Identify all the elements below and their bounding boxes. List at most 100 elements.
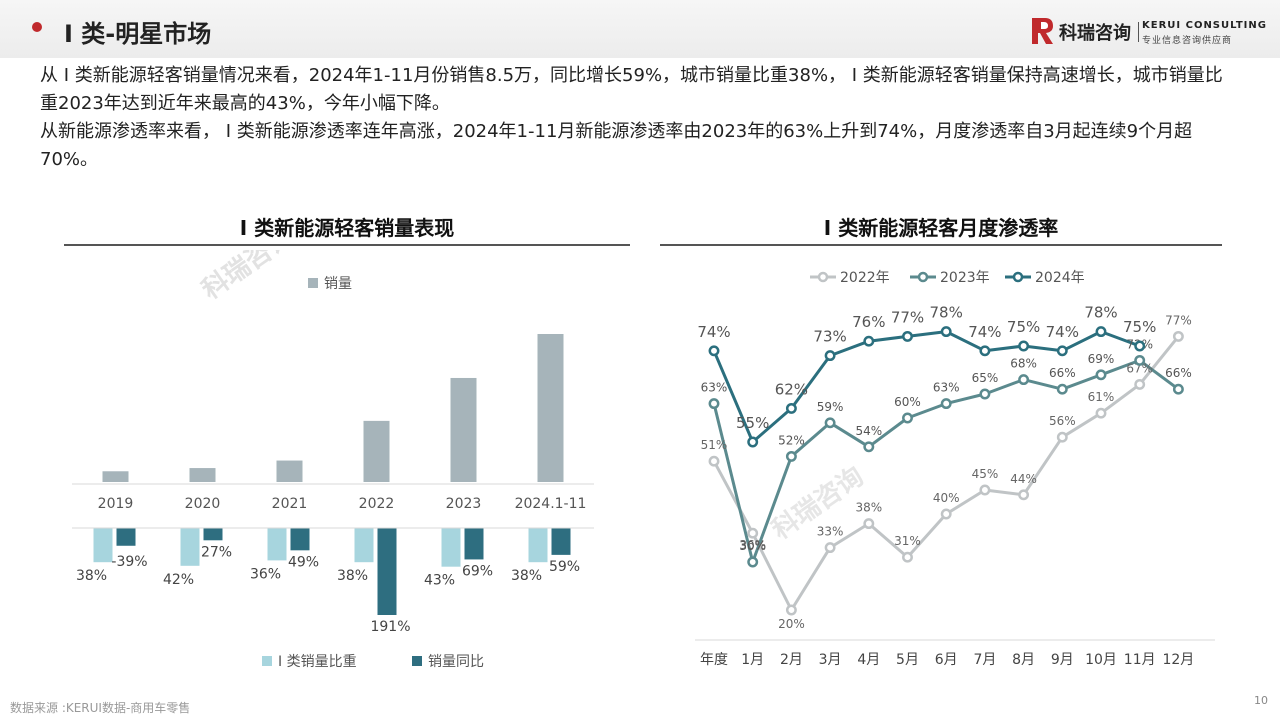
- x-tick-label: 3月: [819, 652, 842, 668]
- data-label: 73%: [813, 328, 846, 346]
- penetration-chart-rule: [660, 244, 1222, 246]
- x-tick-label: 2024.1-11: [515, 496, 587, 512]
- data-label: 76%: [852, 313, 885, 331]
- data-label: 62%: [775, 380, 808, 398]
- legend-swatch-share: [262, 656, 272, 666]
- data-point: [863, 335, 875, 347]
- data-point: [1095, 326, 1107, 338]
- data-label: 54%: [855, 424, 882, 438]
- series-line-2024年: [712, 330, 1141, 444]
- sales-bar: [363, 420, 390, 482]
- data-point: [785, 604, 797, 616]
- data-label: 74%: [697, 323, 730, 341]
- data-label: 75%: [1007, 318, 1040, 336]
- x-tick-label: 7月: [973, 652, 996, 668]
- data-label: 67%: [1126, 361, 1153, 375]
- data-point: [1056, 431, 1068, 443]
- kerui-logo-icon: [1032, 18, 1053, 44]
- share-bar: [267, 528, 287, 561]
- data-point: [1018, 489, 1030, 501]
- sales-bar: [102, 471, 129, 482]
- data-label: 38%: [855, 501, 882, 515]
- data-label: 20%: [778, 617, 805, 631]
- logo-separator: [1138, 22, 1139, 42]
- legend-label-2023年: 2023年: [940, 270, 990, 286]
- growth-bar: [203, 528, 223, 541]
- share-data-label: 38%: [337, 568, 368, 584]
- data-point: [824, 542, 836, 554]
- penetration-chart-title: I 类新能源轻客月度渗透率: [823, 216, 1059, 240]
- data-point: [785, 450, 797, 462]
- intro-paragraph-2: 从新能源渗透率来看， I 类新能源渗透率连年高涨，2024年1-11月新能源渗透…: [40, 121, 1193, 170]
- data-point: [940, 508, 952, 520]
- share-data-label: 38%: [76, 568, 107, 584]
- data-label: 66%: [1165, 366, 1192, 380]
- x-tick-label: 12月: [1162, 652, 1194, 668]
- data-point: [785, 402, 797, 414]
- legend-marker-2024年: [1012, 271, 1024, 283]
- data-label: 66%: [1049, 366, 1076, 380]
- x-tick-label: 年度: [700, 652, 728, 668]
- data-point: [863, 518, 875, 530]
- data-point: [708, 398, 720, 410]
- share-bar: [93, 528, 113, 563]
- legend-swatch-sales: [308, 278, 318, 288]
- data-label: 78%: [930, 304, 963, 322]
- x-tick-label: 5月: [896, 652, 919, 668]
- x-tick-label: 1月: [741, 652, 764, 668]
- data-label: 60%: [894, 395, 921, 409]
- legend-swatch-growth: [412, 656, 422, 666]
- page-number: 10: [1254, 694, 1268, 707]
- data-label: 63%: [701, 381, 728, 395]
- data-point: [1095, 407, 1107, 419]
- sales-chart-rule: [64, 244, 630, 246]
- data-point: [1018, 374, 1030, 386]
- logo-chinese-name: 科瑞咨询: [1059, 23, 1131, 44]
- growth-bar: [290, 528, 310, 551]
- data-label: 45%: [972, 467, 999, 481]
- x-tick-label: 6月: [935, 652, 958, 668]
- sales-bar: [189, 468, 216, 482]
- sales-chart: 科瑞咨询 销量 38%-39%42%27%36%49%38%191%43%69%…: [72, 250, 594, 670]
- share-bar: [180, 528, 200, 566]
- data-label: 68%: [1010, 357, 1037, 371]
- data-point: [940, 326, 952, 338]
- x-tick-label: 2月: [780, 652, 803, 668]
- legend-label-sales: 销量: [324, 276, 352, 292]
- data-point: [902, 330, 913, 342]
- legend-label-2022年: 2022年: [840, 270, 890, 286]
- sales-bar: [276, 460, 303, 482]
- data-label: 55%: [736, 414, 769, 432]
- data-label: 31%: [894, 534, 921, 548]
- growth-data-label: 69%: [462, 563, 493, 579]
- share-bar: [441, 528, 461, 567]
- data-label: 78%: [1084, 304, 1117, 322]
- data-label: 44%: [1010, 472, 1037, 486]
- legend-marker-2023年: [917, 271, 929, 283]
- watermark-text: 科瑞咨询: [196, 250, 299, 306]
- x-tick-label: 2022: [359, 496, 395, 512]
- data-point: [747, 556, 759, 568]
- sales-chart-title: I 类新能源轻客销量表现: [239, 216, 455, 240]
- data-point: [708, 455, 720, 467]
- data-label: 51%: [701, 438, 728, 452]
- x-tick-label: 4月: [857, 652, 880, 668]
- data-point: [747, 527, 759, 539]
- data-point: [1134, 340, 1146, 352]
- data-point: [824, 417, 836, 429]
- x-tick-label: 8月: [1012, 652, 1035, 668]
- sales-bar: [537, 334, 564, 482]
- data-label: 59%: [817, 400, 844, 414]
- data-point: [1172, 383, 1184, 395]
- data-label: 77%: [1165, 313, 1192, 327]
- share-bar: [528, 528, 548, 563]
- source-note: 数据来源 :KERUI数据-商用车零售: [10, 701, 191, 715]
- data-point: [1172, 330, 1184, 342]
- data-point: [1134, 354, 1146, 366]
- growth-bar: [464, 528, 484, 560]
- logo-english-name: KERUI CONSULTING: [1142, 20, 1267, 31]
- share-data-label: 36%: [250, 566, 281, 582]
- x-tick-label: 2021: [272, 496, 308, 512]
- data-point: [1095, 369, 1107, 381]
- data-label: 36%: [739, 538, 766, 552]
